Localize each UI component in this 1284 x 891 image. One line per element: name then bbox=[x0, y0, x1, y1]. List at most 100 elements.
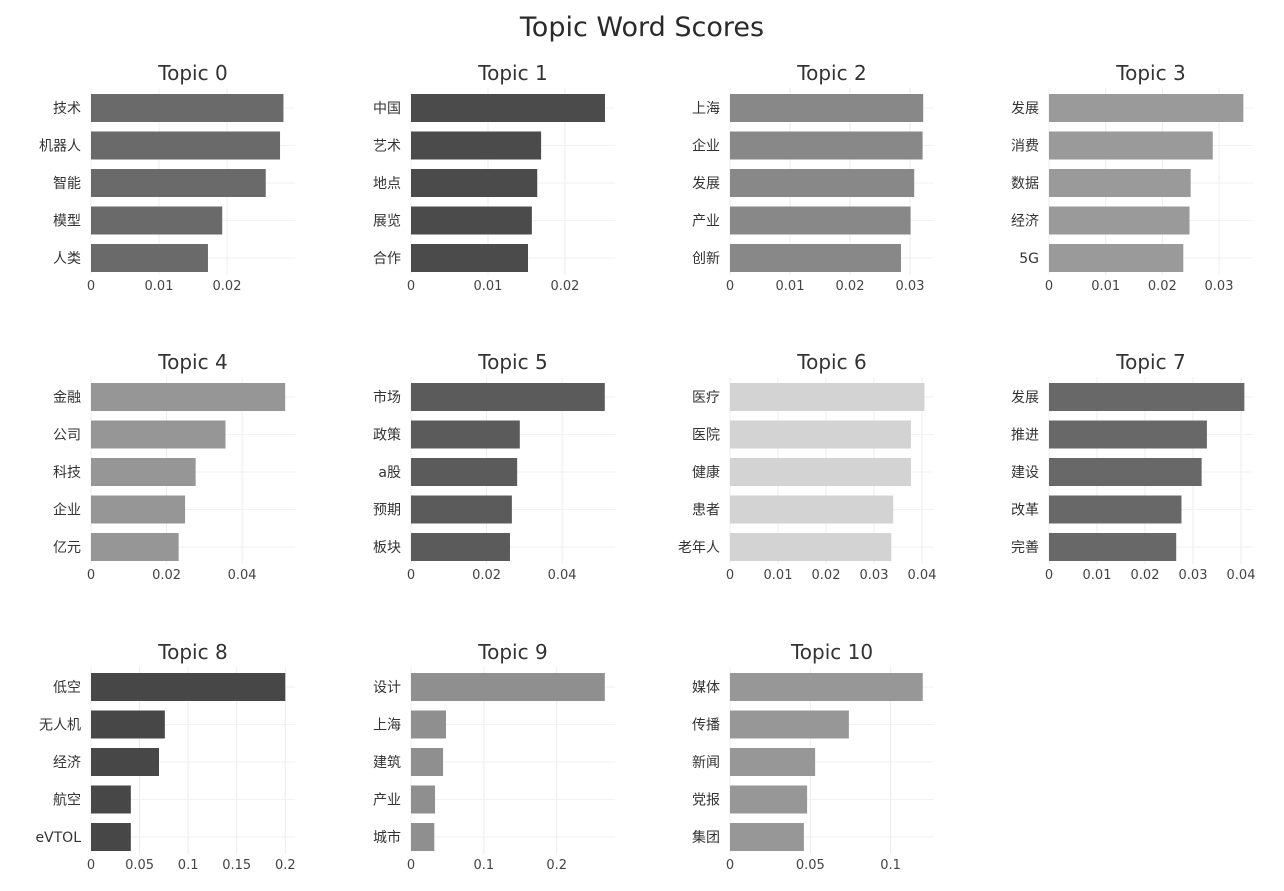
x-tick-label: 0.04 bbox=[548, 568, 577, 583]
x-tick-label: 0.01 bbox=[145, 279, 174, 294]
bar bbox=[730, 533, 892, 561]
x-tick-label: 0.2 bbox=[275, 858, 296, 873]
bar bbox=[91, 495, 186, 524]
y-category-label: 中国 bbox=[373, 101, 401, 117]
bar bbox=[91, 673, 286, 701]
bar bbox=[91, 710, 165, 739]
subplot-title: Topic 5 bbox=[477, 350, 547, 374]
bar bbox=[730, 206, 911, 235]
x-tick-label: 0.02 bbox=[836, 279, 865, 294]
bar bbox=[411, 710, 446, 739]
y-category-label: 公司 bbox=[53, 428, 81, 444]
x-tick-label: 0.02 bbox=[550, 279, 579, 294]
bar bbox=[730, 94, 924, 122]
x-tick-label: 0 bbox=[726, 858, 734, 873]
x-tick-label: 0.03 bbox=[1205, 279, 1234, 294]
y-category-label: 数据 bbox=[1011, 176, 1039, 192]
y-category-label: 医院 bbox=[692, 428, 720, 444]
y-category-label: 发展 bbox=[1011, 390, 1039, 406]
y-category-label: 地点 bbox=[373, 176, 401, 192]
bar bbox=[411, 748, 444, 776]
y-category-label: 低空 bbox=[53, 680, 81, 696]
bar bbox=[91, 169, 266, 197]
y-category-label: 亿元 bbox=[53, 540, 81, 556]
y-category-label: 创新 bbox=[692, 251, 720, 267]
y-category-label: 无人机 bbox=[39, 718, 81, 734]
x-tick-label: 0.03 bbox=[1179, 568, 1208, 583]
bar bbox=[91, 206, 223, 235]
bar bbox=[1049, 169, 1191, 197]
x-tick-label: 0.05 bbox=[125, 858, 154, 873]
x-tick-label: 0.01 bbox=[764, 568, 793, 583]
y-category-label: 改革 bbox=[1011, 503, 1039, 519]
y-category-label: 医疗 bbox=[692, 390, 720, 406]
bar bbox=[1049, 131, 1213, 160]
x-tick-label: 0.01 bbox=[1091, 279, 1120, 294]
y-category-label: 上海 bbox=[692, 101, 720, 117]
y-category-label: 技术 bbox=[53, 101, 81, 117]
x-tick-label: 0.02 bbox=[812, 568, 841, 583]
x-tick-label: 0 bbox=[1045, 568, 1053, 583]
bar bbox=[91, 420, 226, 449]
y-category-label: 城市 bbox=[373, 829, 401, 846]
bar bbox=[730, 823, 804, 851]
y-category-label: 合作 bbox=[373, 251, 401, 267]
x-tick-label: 0 bbox=[726, 568, 734, 583]
y-category-label: 科技 bbox=[53, 465, 81, 481]
x-tick-label: 0.04 bbox=[908, 568, 937, 583]
subplot-title: Topic 0 bbox=[157, 61, 227, 85]
y-category-label: 完善 bbox=[1011, 540, 1039, 556]
y-category-label: 航空 bbox=[53, 793, 81, 809]
y-category-label: 消费 bbox=[1011, 139, 1039, 155]
x-tick-label: 0.04 bbox=[228, 568, 257, 583]
y-category-label: 产业 bbox=[373, 793, 401, 809]
bar bbox=[411, 495, 512, 524]
bar bbox=[411, 533, 510, 561]
subplot-title: Topic 10 bbox=[790, 640, 873, 664]
y-category-label: 企业 bbox=[53, 502, 81, 519]
bar bbox=[411, 244, 529, 272]
subplot-title: Topic 8 bbox=[157, 640, 227, 664]
bar bbox=[411, 169, 538, 197]
bar bbox=[730, 710, 849, 739]
y-category-label: 经济 bbox=[1011, 214, 1039, 230]
y-category-label: 发展 bbox=[1011, 101, 1039, 117]
x-tick-label: 0.03 bbox=[860, 568, 889, 583]
subplot-title: Topic 9 bbox=[477, 640, 547, 664]
y-category-label: 上海 bbox=[373, 718, 401, 734]
subplot-title: Topic 3 bbox=[1115, 61, 1185, 85]
y-category-label: 媒体 bbox=[692, 680, 720, 696]
x-tick-label: 0.02 bbox=[1131, 568, 1160, 583]
bar bbox=[411, 785, 436, 814]
bar bbox=[411, 94, 605, 122]
bar bbox=[730, 383, 925, 411]
bar bbox=[91, 823, 131, 851]
bar bbox=[730, 244, 901, 272]
bar bbox=[411, 383, 605, 411]
y-category-label: 预期 bbox=[373, 503, 401, 519]
bar bbox=[1049, 244, 1184, 272]
x-tick-label: 0.01 bbox=[776, 279, 805, 294]
x-tick-label: 0 bbox=[726, 279, 734, 294]
y-category-label: 金融 bbox=[53, 390, 81, 406]
y-category-label: 板块 bbox=[373, 540, 401, 556]
y-category-label: 经济 bbox=[53, 755, 81, 771]
x-tick-label: 0.03 bbox=[896, 279, 925, 294]
bar bbox=[730, 673, 923, 701]
x-tick-label: 0 bbox=[407, 858, 415, 873]
x-tick-label: 0.02 bbox=[152, 568, 181, 583]
y-category-label: 党报 bbox=[692, 793, 720, 809]
y-category-label: 健康 bbox=[692, 464, 720, 481]
bar bbox=[1049, 420, 1207, 449]
bar bbox=[1049, 94, 1244, 122]
bar bbox=[411, 673, 605, 701]
x-tick-label: 0.15 bbox=[222, 858, 251, 873]
x-tick-label: 0 bbox=[407, 279, 415, 294]
